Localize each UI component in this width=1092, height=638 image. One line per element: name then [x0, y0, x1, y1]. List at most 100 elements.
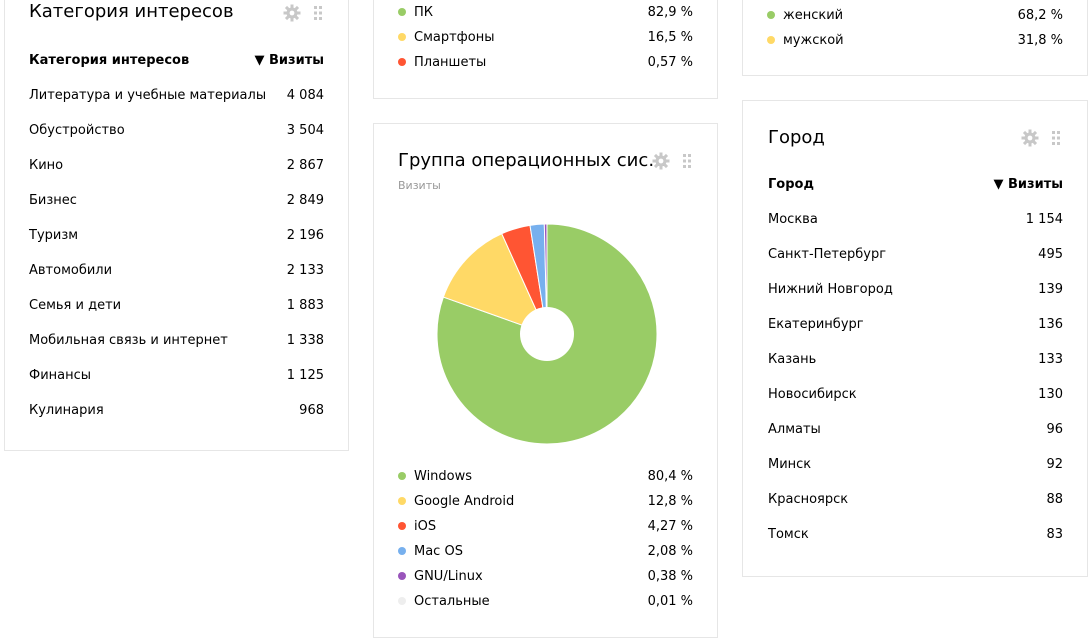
row-value: 1 338	[287, 333, 324, 348]
row-value: 1 154	[1026, 212, 1063, 227]
row-value: 2 849	[287, 193, 324, 208]
table-row[interactable]: Мобильная связь и интернет 1 338	[29, 330, 324, 350]
row-name: Томск	[768, 527, 809, 542]
legend-percent: 68,2 %	[1018, 8, 1063, 23]
row-name: Красноярск	[768, 492, 848, 507]
table-row[interactable]: Екатеринбург 136	[768, 314, 1063, 334]
row-value: 2 867	[287, 158, 324, 173]
legend-label: мужской	[783, 33, 1018, 48]
table-row[interactable]: Томск 83	[768, 524, 1063, 544]
city-card-title: Город	[768, 127, 825, 148]
interests-card-title: Категория интересов	[29, 1, 234, 22]
table-row[interactable]: Обустройство 3 504	[29, 120, 324, 140]
city-col-value-sort[interactable]: ▼ Визиты	[994, 177, 1064, 192]
table-row[interactable]: Казань 133	[768, 349, 1063, 369]
legend-percent: 82,9 %	[648, 5, 693, 20]
row-name: Москва	[768, 212, 818, 227]
legend-label: iOS	[414, 519, 648, 534]
legend-color-swatch	[398, 522, 406, 530]
gear-icon[interactable]	[1021, 129, 1039, 147]
row-name: Семья и дети	[29, 298, 121, 313]
interests-col-value-sort[interactable]: ▼ Визиты	[255, 53, 325, 68]
legend-color-swatch	[398, 472, 406, 480]
legend-label: GNU/Linux	[414, 569, 648, 584]
row-name: Казань	[768, 352, 816, 367]
row-name: Туризм	[29, 228, 78, 243]
legend-percent: 0,01 %	[648, 594, 693, 609]
city-card: Город Город ▼ Визиты Москва 1 154 Санкт-Пе…	[742, 100, 1088, 577]
os-card-title: Группа операционных сис…	[398, 150, 666, 171]
row-value: 495	[1038, 247, 1063, 262]
legend-color-swatch	[767, 11, 775, 19]
row-value: 136	[1038, 317, 1063, 332]
drag-handle-icon[interactable]	[1047, 129, 1065, 147]
row-name: Бизнес	[29, 193, 77, 208]
legend-label: Windows	[414, 469, 648, 484]
row-name: Обустройство	[29, 123, 125, 138]
table-row[interactable]: Литература и учебные материалы 4 084	[29, 85, 324, 105]
drag-handle-icon[interactable]	[309, 4, 327, 22]
legend-color-swatch	[398, 8, 406, 16]
row-value: 2 133	[287, 263, 324, 278]
legend-color-swatch	[398, 597, 406, 605]
table-row[interactable]: Кино 2 867	[29, 155, 324, 175]
legend-color-swatch	[398, 572, 406, 580]
table-row[interactable]: Бизнес 2 849	[29, 190, 324, 210]
row-name: Финансы	[29, 368, 91, 383]
drag-handle-icon[interactable]	[678, 152, 696, 170]
gear-icon[interactable]	[283, 4, 301, 22]
os-donut-chart	[432, 219, 662, 449]
legend-label: женский	[783, 8, 1018, 23]
legend-percent: 0,57 %	[648, 55, 693, 70]
row-name: Екатеринбург	[768, 317, 864, 332]
row-name: Минск	[768, 457, 811, 472]
legend-percent: 0,38 %	[648, 569, 693, 584]
row-name: Кулинария	[29, 403, 104, 418]
os-card-subtitle: Визиты	[398, 179, 441, 192]
legend-label: Google Android	[414, 494, 648, 509]
row-name: Мобильная связь и интернет	[29, 333, 228, 348]
legend-label: ПК	[414, 5, 648, 20]
row-value: 139	[1038, 282, 1063, 297]
legend-label: Остальные	[414, 594, 648, 609]
legend-color-swatch	[398, 33, 406, 41]
row-name: Санкт-Петербург	[768, 247, 886, 262]
row-value: 4 084	[287, 88, 324, 103]
row-name: Кино	[29, 158, 63, 173]
row-value: 1 125	[287, 368, 324, 383]
row-name: Литература и учебные материалы	[29, 88, 266, 103]
table-row[interactable]: Москва 1 154	[768, 209, 1063, 229]
table-row[interactable]: Финансы 1 125	[29, 365, 324, 385]
city-col-name[interactable]: Город	[768, 177, 814, 192]
legend-color-swatch	[767, 36, 775, 44]
table-row[interactable]: Санкт-Петербург 495	[768, 244, 1063, 264]
legend-percent: 4,27 %	[648, 519, 693, 534]
gear-icon[interactable]	[652, 152, 670, 170]
row-value: 83	[1046, 527, 1063, 542]
interests-col-name[interactable]: Категория интересов	[29, 53, 189, 68]
row-value: 133	[1038, 352, 1063, 367]
row-value: 3 504	[287, 123, 324, 138]
